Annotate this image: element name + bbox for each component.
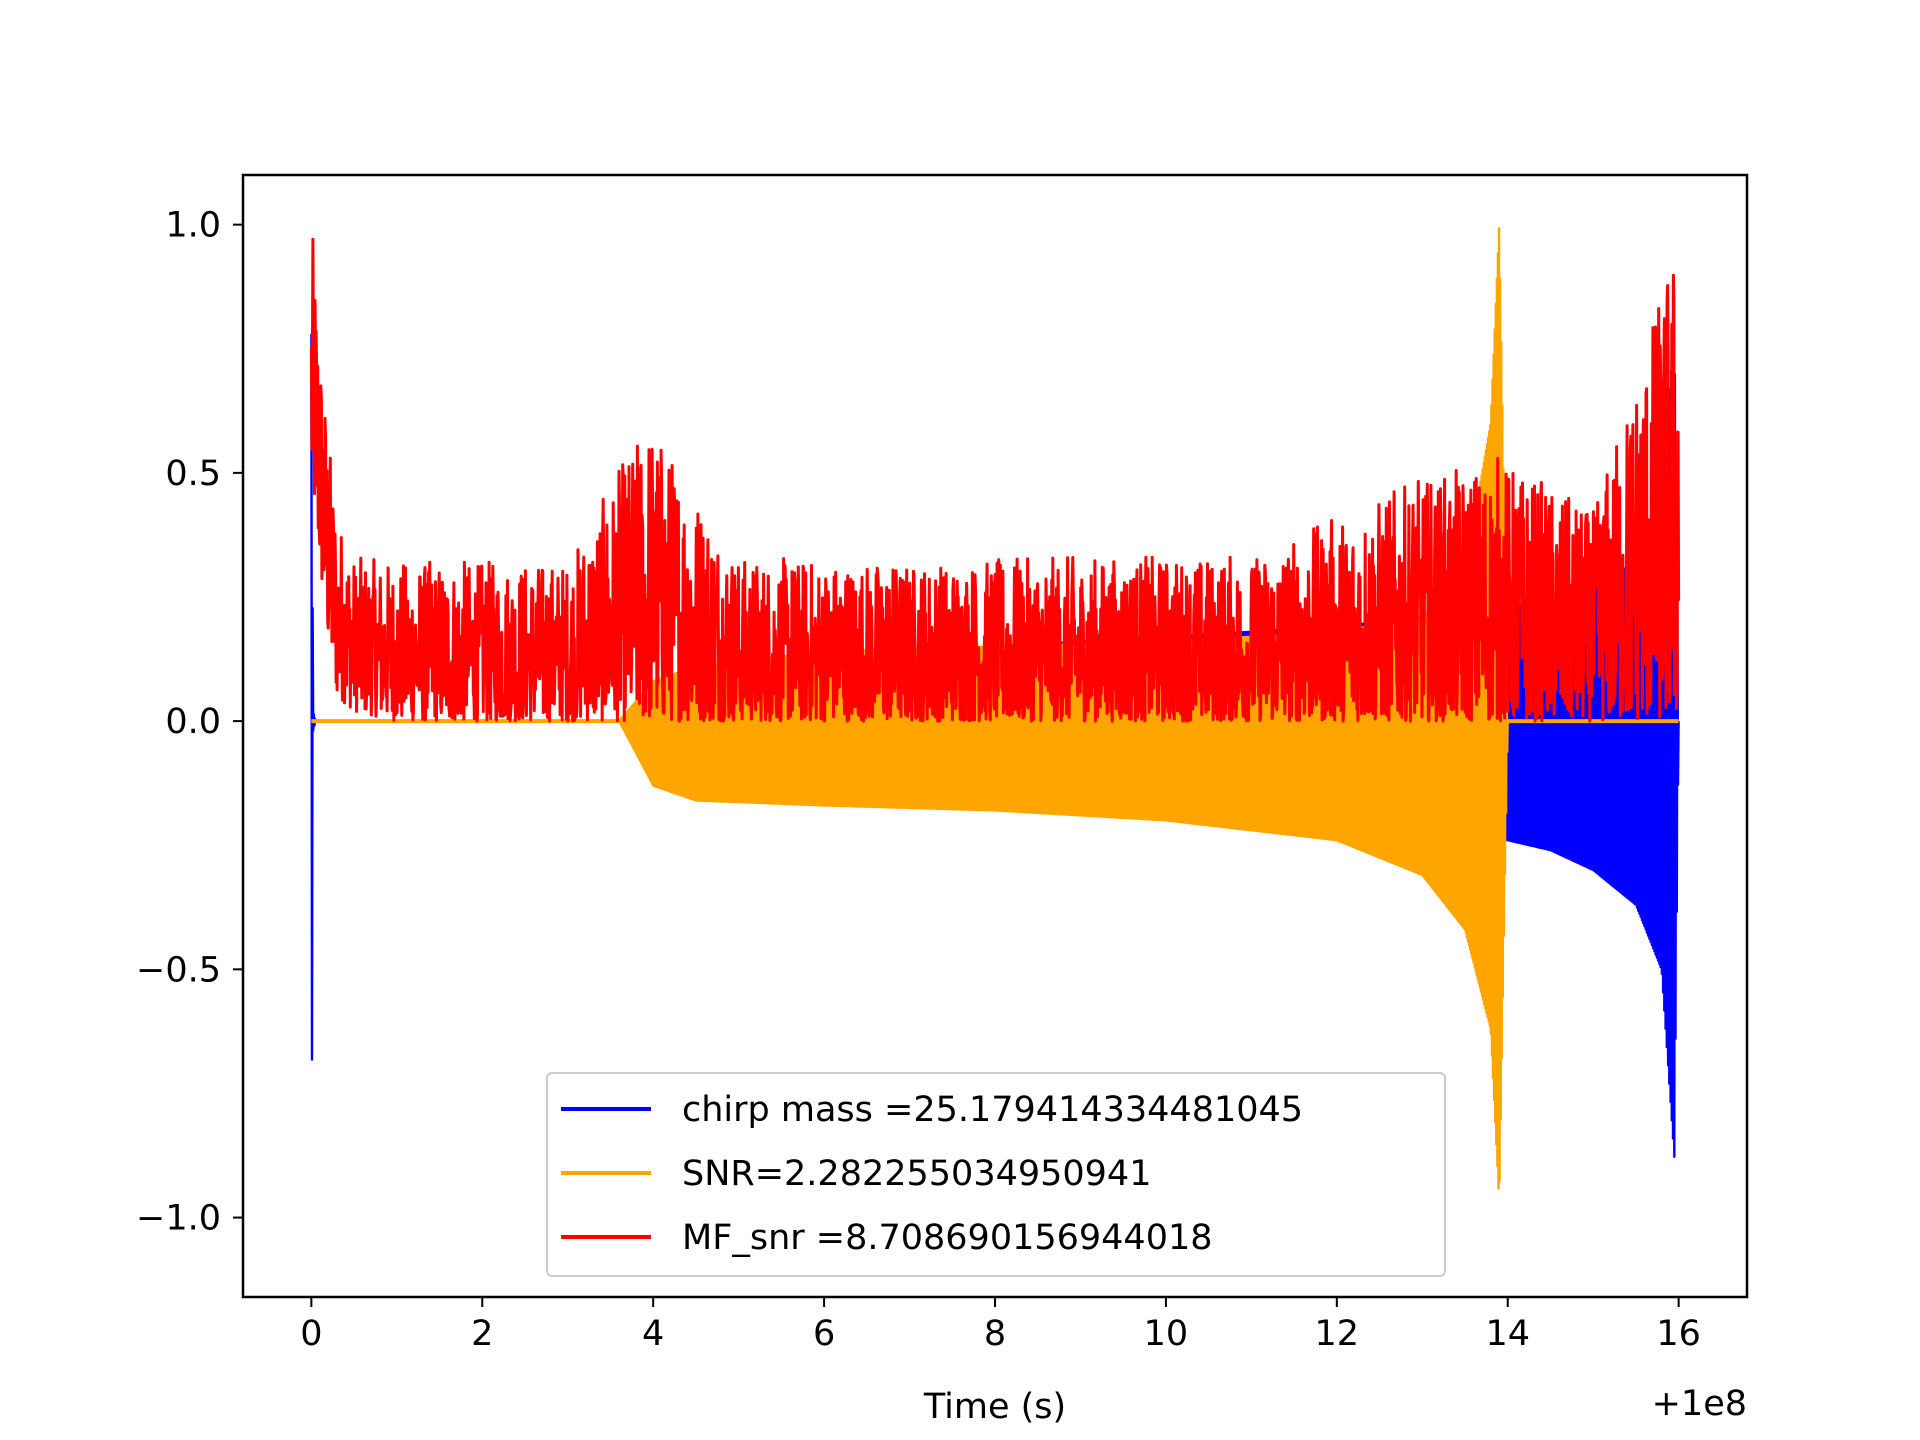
y-tick-label: 0.0	[165, 702, 221, 742]
x-axis-offset-label: +1e8	[1652, 1384, 1747, 1424]
x-tick-label: 0	[300, 1314, 322, 1354]
plot-area	[309, 227, 1681, 1190]
y-tick-label: −0.5	[136, 950, 221, 990]
x-tick-label: 2	[471, 1314, 493, 1354]
y-tick-label: 0.5	[165, 454, 221, 494]
y-tick-label: 1.0	[165, 206, 221, 246]
legend-label: MF_snr =8.708690156944018	[682, 1218, 1213, 1258]
legend-box	[546, 1072, 1446, 1277]
x-tick-label: 6	[813, 1314, 835, 1354]
legend-label: SNR=2.282255034950941	[682, 1154, 1151, 1194]
x-tick-label: 8	[984, 1314, 1006, 1354]
y-tick-label: −1.0	[136, 1199, 221, 1239]
x-tick-label: 14	[1485, 1314, 1530, 1354]
series-line-3	[309, 237, 1681, 723]
x-tick-label: 12	[1315, 1314, 1360, 1354]
x-axis-label: Time (s)	[923, 1387, 1066, 1427]
x-tick-label: 4	[642, 1314, 664, 1354]
legend: chirp mass =25.179414334481045 SNR=2.2822…	[546, 1072, 1446, 1277]
x-tick-label: 10	[1144, 1314, 1189, 1354]
x-tick-label: 16	[1656, 1314, 1701, 1354]
ticks-group: 0 2 4 6 8 10 12 14 16 −1.0 −0.5 0.0 0.5 1.0	[136, 206, 1701, 1354]
legend-label: chirp mass =25.179414334481045	[682, 1090, 1303, 1130]
